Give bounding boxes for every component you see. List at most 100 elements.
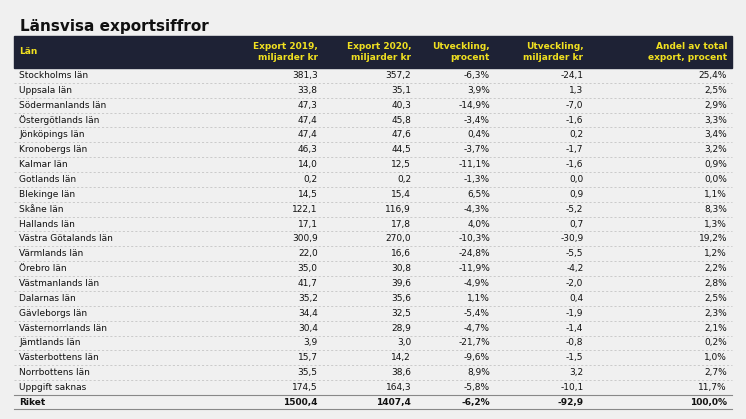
- Text: 1407,4: 1407,4: [376, 398, 411, 406]
- Text: Gotlands län: Gotlands län: [19, 175, 76, 184]
- Text: 28,9: 28,9: [391, 323, 411, 333]
- Text: Länsvisa exportsiffror: Länsvisa exportsiffror: [20, 19, 209, 34]
- Text: 3,4%: 3,4%: [704, 130, 727, 140]
- Text: -1,3%: -1,3%: [464, 175, 490, 184]
- Text: Blekinge län: Blekinge län: [19, 190, 75, 199]
- Text: -92,9: -92,9: [557, 398, 583, 406]
- Text: -1,7: -1,7: [566, 145, 583, 154]
- Text: Kronobergs län: Kronobergs län: [19, 145, 87, 154]
- Text: -1,5: -1,5: [566, 353, 583, 362]
- Text: Jämtlands län: Jämtlands län: [19, 339, 81, 347]
- Text: 0,0%: 0,0%: [704, 175, 727, 184]
- Text: 47,6: 47,6: [391, 130, 411, 140]
- Text: 38,6: 38,6: [391, 368, 411, 377]
- Text: -11,9%: -11,9%: [458, 264, 490, 273]
- Text: -24,8%: -24,8%: [459, 249, 490, 258]
- Text: 0,4%: 0,4%: [467, 130, 490, 140]
- Text: 0,2: 0,2: [569, 130, 583, 140]
- Text: 22,0: 22,0: [298, 249, 318, 258]
- Text: Andel av total
export, procent: Andel av total export, procent: [648, 42, 727, 62]
- Text: 39,6: 39,6: [391, 279, 411, 288]
- Text: 25,4%: 25,4%: [698, 71, 727, 80]
- Text: 47,4: 47,4: [298, 130, 318, 140]
- Text: Västernorrlands län: Västernorrlands län: [19, 323, 107, 333]
- Text: 164,3: 164,3: [386, 383, 411, 392]
- Text: Uppgift saknas: Uppgift saknas: [19, 383, 87, 392]
- Text: 3,0: 3,0: [397, 339, 411, 347]
- Text: Norrbottens län: Norrbottens län: [19, 368, 90, 377]
- Text: -10,1: -10,1: [560, 383, 583, 392]
- Text: 357,2: 357,2: [386, 71, 411, 80]
- Text: 2,2%: 2,2%: [704, 264, 727, 273]
- Text: -10,3%: -10,3%: [458, 235, 490, 243]
- Text: -1,4: -1,4: [566, 323, 583, 333]
- Text: Riket: Riket: [19, 398, 46, 406]
- Text: 174,5: 174,5: [292, 383, 318, 392]
- Text: Östergötlands län: Östergötlands län: [19, 115, 99, 125]
- Text: 46,3: 46,3: [298, 145, 318, 154]
- Text: -0,8: -0,8: [566, 339, 583, 347]
- Text: -7,0: -7,0: [566, 101, 583, 110]
- Text: Jönköpings län: Jönköpings län: [19, 130, 84, 140]
- Text: 11,7%: 11,7%: [698, 383, 727, 392]
- Text: -9,6%: -9,6%: [464, 353, 490, 362]
- Text: 17,1: 17,1: [298, 220, 318, 229]
- Text: Västmanlands län: Västmanlands län: [19, 279, 99, 288]
- Text: 381,3: 381,3: [292, 71, 318, 80]
- Text: 14,5: 14,5: [298, 190, 318, 199]
- Text: 0,9%: 0,9%: [704, 160, 727, 169]
- Text: Södermanlands län: Södermanlands län: [19, 101, 106, 110]
- Text: 2,9%: 2,9%: [704, 101, 727, 110]
- Text: Uppsala län: Uppsala län: [19, 86, 72, 95]
- Text: 8,3%: 8,3%: [704, 205, 727, 214]
- Text: 6,5%: 6,5%: [467, 190, 490, 199]
- Text: 35,0: 35,0: [298, 264, 318, 273]
- Text: 4,0%: 4,0%: [467, 220, 490, 229]
- Text: 1500,4: 1500,4: [283, 398, 318, 406]
- Text: 3,2%: 3,2%: [704, 145, 727, 154]
- Text: 12,5: 12,5: [391, 160, 411, 169]
- Text: -3,7%: -3,7%: [464, 145, 490, 154]
- Text: -1,6: -1,6: [566, 160, 583, 169]
- Text: -1,6: -1,6: [566, 116, 583, 124]
- Text: 45,8: 45,8: [391, 116, 411, 124]
- Text: 14,2: 14,2: [392, 353, 411, 362]
- Text: 0,4: 0,4: [569, 294, 583, 303]
- Text: -5,5: -5,5: [566, 249, 583, 258]
- Text: -5,4%: -5,4%: [464, 309, 490, 318]
- Text: Utveckling,
procent: Utveckling, procent: [433, 42, 490, 62]
- Text: 30,8: 30,8: [391, 264, 411, 273]
- Text: 0,9: 0,9: [569, 190, 583, 199]
- Text: 2,3%: 2,3%: [704, 309, 727, 318]
- Text: 44,5: 44,5: [392, 145, 411, 154]
- Text: -6,2%: -6,2%: [462, 398, 490, 406]
- Text: Export 2020,
miljarder kr: Export 2020, miljarder kr: [347, 42, 411, 62]
- Text: 116,9: 116,9: [386, 205, 411, 214]
- Text: 32,5: 32,5: [391, 309, 411, 318]
- Text: -1,9: -1,9: [566, 309, 583, 318]
- Text: 3,3%: 3,3%: [704, 116, 727, 124]
- Text: 1,1%: 1,1%: [704, 190, 727, 199]
- Text: 40,3: 40,3: [391, 101, 411, 110]
- Text: -4,2: -4,2: [566, 264, 583, 273]
- Text: 1,1%: 1,1%: [467, 294, 490, 303]
- Text: 0,7: 0,7: [569, 220, 583, 229]
- Text: -24,1: -24,1: [560, 71, 583, 80]
- Text: Län: Län: [19, 47, 37, 57]
- Text: Örebro län: Örebro län: [19, 264, 66, 273]
- Text: 34,4: 34,4: [298, 309, 318, 318]
- Text: 3,9%: 3,9%: [467, 86, 490, 95]
- Text: 2,8%: 2,8%: [704, 279, 727, 288]
- Text: Värmlands län: Värmlands län: [19, 249, 84, 258]
- Text: Skåne län: Skåne län: [19, 205, 63, 214]
- Text: Kalmar län: Kalmar län: [19, 160, 68, 169]
- Text: Gävleborgs län: Gävleborgs län: [19, 309, 87, 318]
- Text: Västra Götalands län: Västra Götalands län: [19, 235, 113, 243]
- Text: 19,2%: 19,2%: [698, 235, 727, 243]
- Text: 35,5: 35,5: [298, 368, 318, 377]
- Text: 1,3: 1,3: [569, 86, 583, 95]
- Text: 2,1%: 2,1%: [704, 323, 727, 333]
- Text: Västerbottens län: Västerbottens län: [19, 353, 98, 362]
- Text: -30,9: -30,9: [560, 235, 583, 243]
- Text: 41,7: 41,7: [298, 279, 318, 288]
